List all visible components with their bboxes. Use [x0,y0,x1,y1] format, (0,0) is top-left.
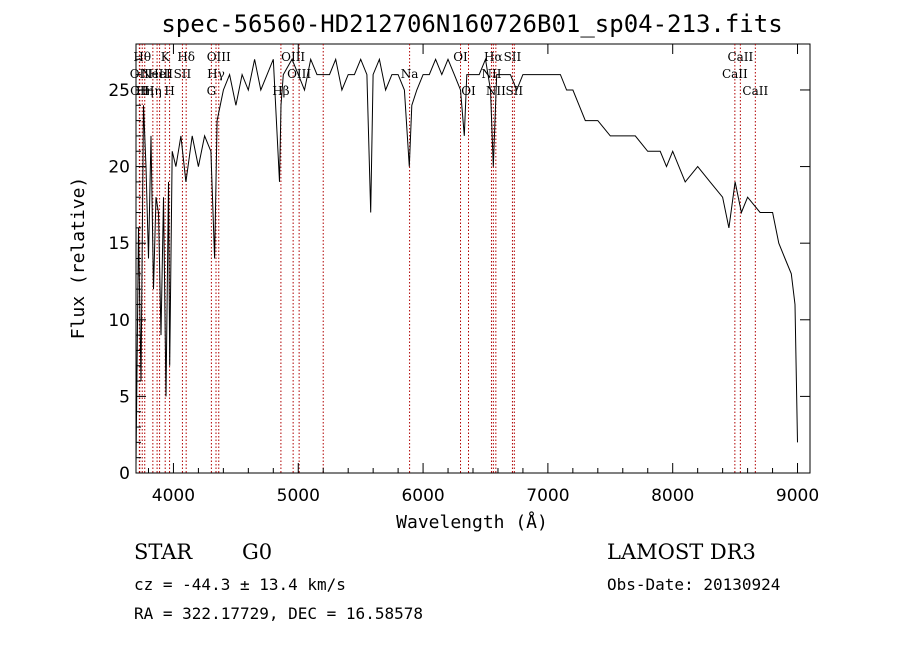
x-tick-label-1: 5000 [277,486,320,506]
line-label-28: CaII [742,84,768,98]
line-markers [138,44,756,473]
line-label-7: K [161,50,171,64]
line-labels: OIIOIIHθHηHηNeIIIHeIKHSIIHδGHγOIIIHβOIII… [130,50,769,98]
survey-name: LAMOST DR3 [607,540,756,564]
y-tick-label-1: 5 [119,387,130,407]
line-label-8: H [164,84,174,98]
line-label-26: CaII [722,67,748,81]
line-label-16: OIII [287,67,311,81]
line-label-20: OI [461,84,476,98]
line-label-14: Hβ [272,84,289,98]
line-label-5: NeIII [141,67,173,81]
line-label-13: OIII [207,50,231,64]
line-label-24: SII [504,50,522,64]
line-label-9: SII [174,67,192,81]
x-axis-ticks: 4000 5000 6000 7000 8000 9000 [147,44,819,506]
x-tick-label-3: 7000 [526,486,569,506]
line-label-0: OII [130,67,150,81]
line-label-4: Hη [144,84,162,98]
object-subclass: G0 [242,540,273,564]
line-label-3: Hη [136,84,154,98]
line-label-18: Na [401,67,419,81]
x-tick-label-4: 8000 [651,486,694,506]
line-label-19: OI [453,50,468,64]
redshift-text: cz = -44.3 ± 13.4 km/s [134,575,346,594]
x-tick-label-5: 9000 [776,486,819,506]
x-axis-label: Wavelength (Å) [396,511,548,533]
line-label-15: OIII [281,50,305,64]
obs-date: Obs-Date: 20130924 [607,575,781,594]
chart-title: spec-56560-HD212706N160726B01_sp04-213.f… [161,10,782,38]
y-axis-label: Flux (relative) [68,177,89,340]
line-label-1: OII [130,84,150,98]
y-axis-ticks: 0 5 10 15 20 25 [108,58,810,484]
plot-frame [135,43,811,474]
line-label-11: G [207,84,217,98]
y-tick-label-5: 25 [108,81,130,101]
object-class: STAR [134,540,193,564]
line-label-10: Hδ [177,50,195,64]
line-label-22: Hα [484,50,503,64]
spectrum-line [135,57,798,466]
y-tick-label-3: 15 [108,234,130,254]
y-tick-label-4: 20 [108,158,130,178]
line-label-21: NII [481,67,501,81]
y-tick-label-2: 10 [108,311,130,331]
y-tick-label-0: 0 [119,464,130,484]
line-label-25: SII [505,84,523,98]
coordinates: RA = 322.17729, DEC = 16.58578 [134,604,423,623]
line-label-12: Hγ [207,67,225,81]
x-tick-label-0: 4000 [152,486,195,506]
x-tick-label-2: 6000 [401,486,444,506]
line-label-2: Hθ [133,50,151,64]
line-label-6: HeI [148,67,171,81]
line-label-27: CaII [727,50,753,64]
